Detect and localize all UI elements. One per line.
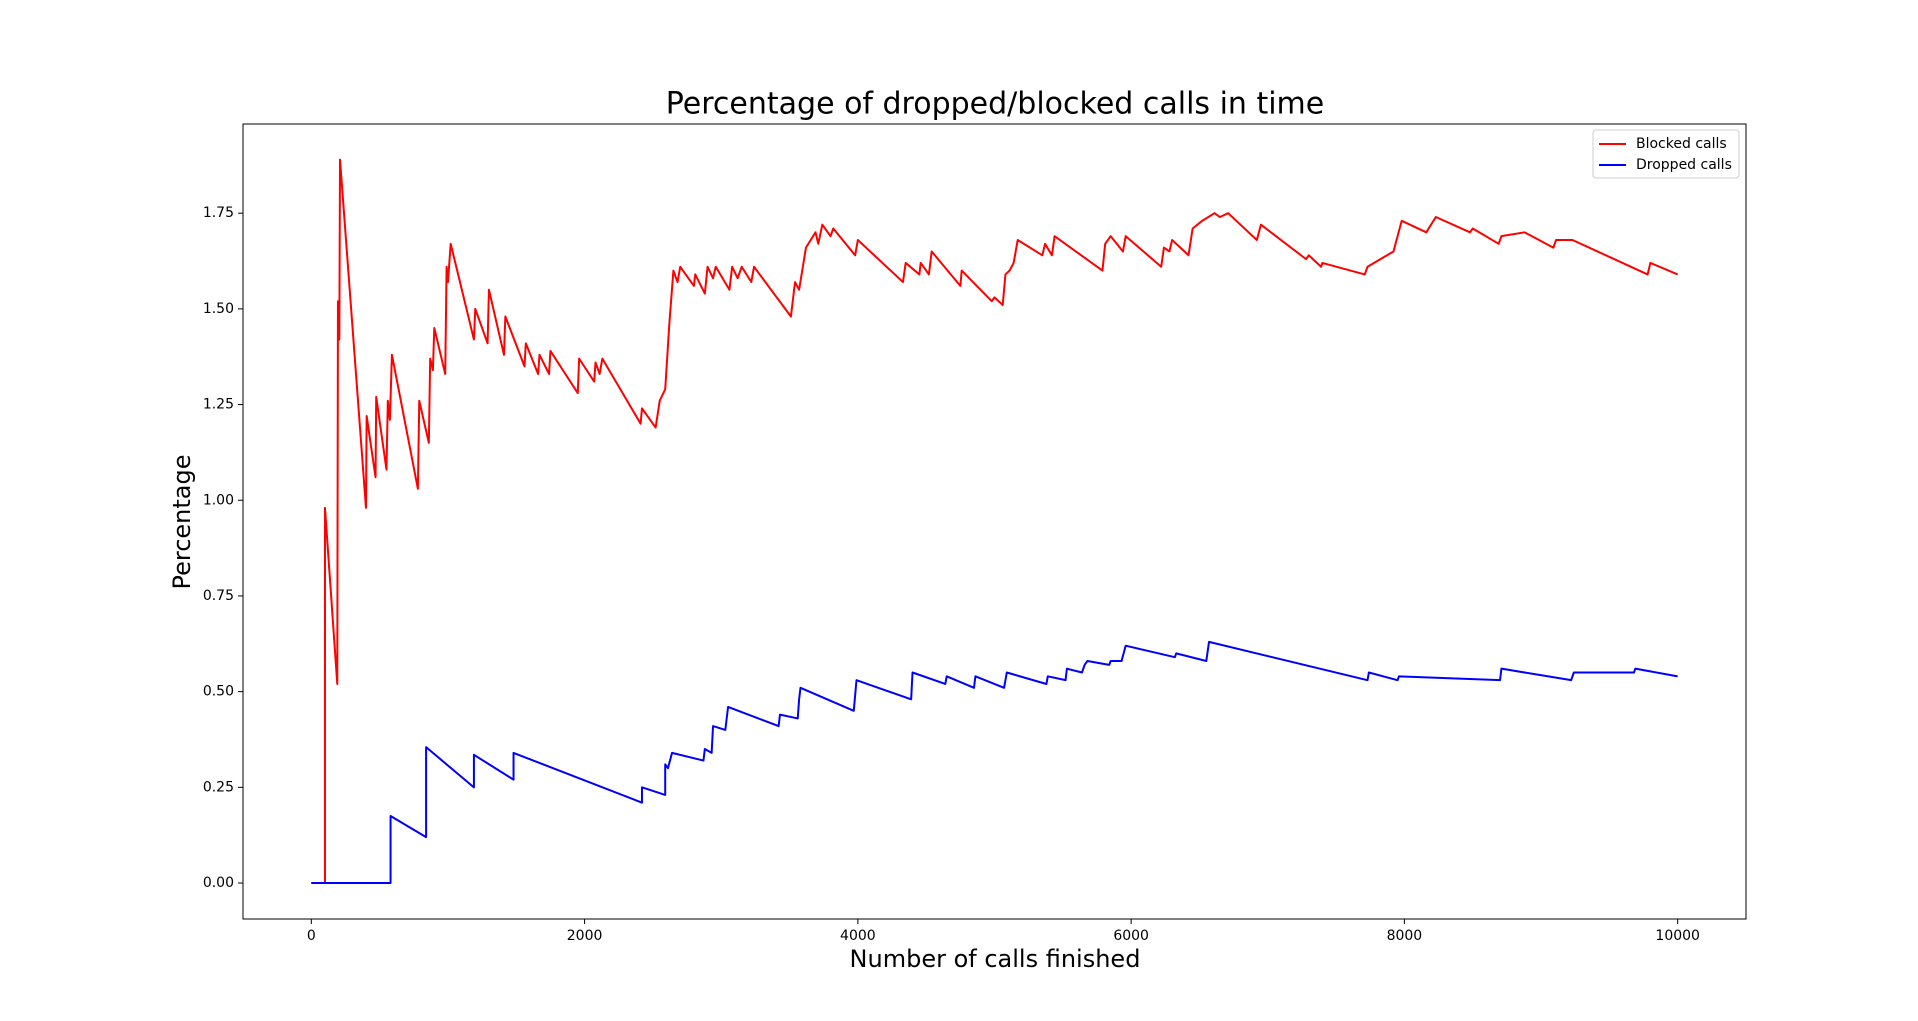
y-tick-label: 0.50 (203, 684, 234, 700)
y-tick-label: 0.25 (203, 779, 234, 795)
x-tick-label: 0 (307, 928, 316, 944)
y-tick-label: 1.50 (203, 301, 234, 317)
y-tick-label: 1.75 (203, 205, 234, 221)
x-axis-label: Number of calls finished (850, 945, 1141, 973)
y-tick-label: 1.00 (203, 492, 234, 508)
y-tick-label: 0.00 (203, 875, 234, 891)
x-tick-label: 10000 (1655, 928, 1700, 944)
chart-title: Percentage of dropped/blocked calls in t… (666, 87, 1324, 122)
y-tick-label: 1.25 (203, 397, 234, 413)
y-axis-label: Percentage (168, 454, 196, 589)
y-tick-label: 0.75 (203, 588, 234, 604)
x-tick-label: 8000 (1387, 928, 1423, 944)
legend-box (1592, 129, 1740, 179)
plot-frame (242, 123, 1747, 920)
data-line (311, 640, 1678, 885)
x-tick-label: 6000 (1113, 928, 1149, 944)
legend-label: Blocked calls (1636, 136, 1727, 152)
data-line (311, 158, 1679, 885)
legend-label: Dropped calls (1636, 157, 1732, 173)
x-tick-label: 2000 (567, 928, 603, 944)
x-tick-label: 4000 (840, 928, 876, 944)
